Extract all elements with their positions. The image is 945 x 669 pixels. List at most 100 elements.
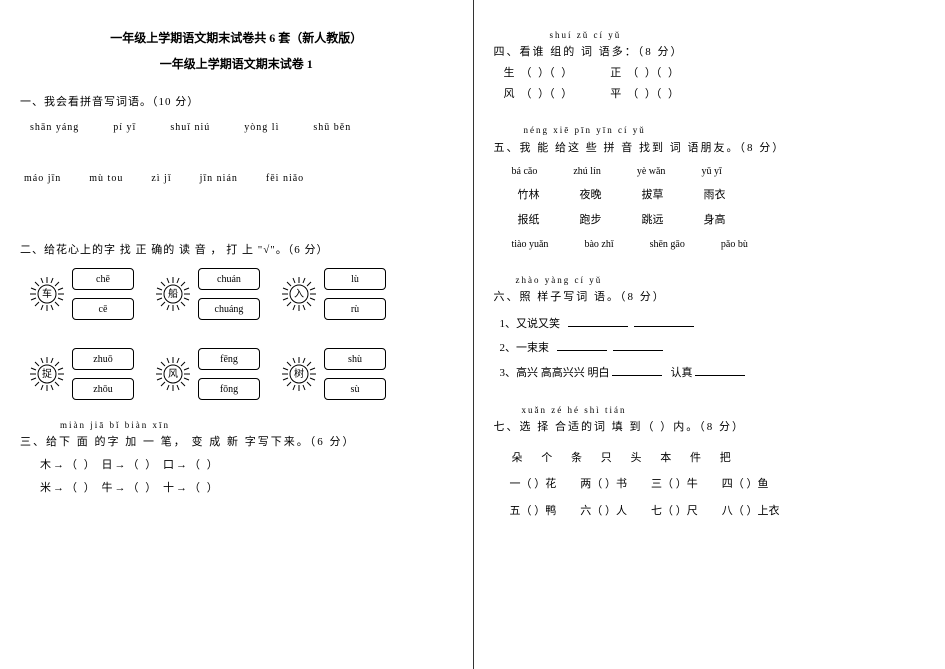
left-column: 一年级上学期语文期末试卷共 6 套（新人教版） 一年级上学期语文期末试卷 1 一… <box>0 0 473 669</box>
q2-grid: 车 chē cē 船 chuán chuáng 入 <box>30 268 453 400</box>
q7-bank: 朵 个 条 只 头 本 件 把 <box>512 449 926 468</box>
right-column: shuí zǔ cí yǔ 四、看谁 组的 词 语多：（8 分） 生 （ ）（ … <box>473 0 945 669</box>
q5-w1-0: 竹林 <box>518 186 540 205</box>
q7-row1: 一（ ）花 两（ ）书 三（ ）牛 四（ ）鱼 <box>510 475 926 494</box>
q5-w2-0: 报纸 <box>518 211 540 230</box>
q1-r2-3: jīn nián <box>200 170 238 187</box>
page-title-1: 一年级上学期语文期末试卷共 6 套（新人教版） <box>20 28 453 48</box>
q1-title: 一、我会看拼音写词语。（10 分） <box>20 93 453 112</box>
q2-cell-0: 车 chē cē <box>30 268 134 320</box>
q1-r2-0: máo jīn <box>24 170 61 187</box>
q5-w2-3: 身高 <box>704 211 726 230</box>
q7-i2-3: 八（ ）上衣 <box>722 502 780 521</box>
q2-char-5: 树 <box>294 366 304 383</box>
q5-w1-2: 拔草 <box>642 186 664 205</box>
q7-row2: 五（ ）鸭 六（ ）人 七（ ）尺 八（ ）上衣 <box>510 502 926 521</box>
q5-p2-2: shēn gāo <box>650 236 685 253</box>
q5-p1: bá cǎo zhú lín yè wǎn yǔ yī <box>512 163 926 180</box>
q5-p2-3: pǎo bù <box>721 236 748 253</box>
q2-cell-5: 树 shù sù <box>282 348 386 400</box>
q6-l2-pre: 2、一束束 <box>500 342 550 354</box>
q7-ruby: xuǎn zé hé shì tián <box>522 403 926 418</box>
q2-char-2: 入 <box>294 286 304 303</box>
q1-pinyin-row2: máo jīn mù tou zì jǐ jīn nián fēi niǎo <box>24 170 453 187</box>
q1-r2-4: fēi niǎo <box>266 170 304 187</box>
q5-p2: tiào yuǎn bào zhǐ shēn gāo pǎo bù <box>512 236 926 253</box>
q5-w1-3: 雨衣 <box>704 186 726 205</box>
q2-opt-4a: fēng <box>198 348 260 370</box>
q2-sun-0: 车 <box>30 277 64 311</box>
q3-title: 三、给下 面 的字 加 一 笔， 变 成 新 字写下来。（6 分） <box>20 433 453 452</box>
q5-w2-2: 跳远 <box>642 211 664 230</box>
q2-char-0: 车 <box>42 286 52 303</box>
q2-opt-4b: fōng <box>198 378 260 400</box>
q6-l3-mid: 认真 <box>671 367 693 379</box>
q5-p2-1: bào zhǐ <box>584 236 613 253</box>
q2-char-4: 风 <box>168 366 178 383</box>
q2-opt-2b: rù <box>324 298 386 320</box>
q7-title: 七、选 择 合适的词 填 到（ ）内。（8 分） <box>494 418 926 437</box>
q2-opt-0b: cē <box>72 298 134 320</box>
q2-opt-2a: lù <box>324 268 386 290</box>
q4-title: 四、看谁 组的 词 语多：（8 分） <box>494 43 926 62</box>
q5-p2-0: tiào yuǎn <box>512 236 549 253</box>
q4-r0-c0: 生 <box>504 64 515 83</box>
q7-i1-3: 四（ ）鱼 <box>722 475 769 494</box>
page-title-2: 一年级上学期语文期末试卷 1 <box>20 54 453 74</box>
q2-title: 二、给花心上的字 找 正 确的 读 音 ， 打 上 "√"。（6 分） <box>20 241 453 260</box>
q2-opt-1b: chuáng <box>198 298 260 320</box>
q7-i1-0: 一（ ）花 <box>510 475 557 494</box>
q2-cell-1: 船 chuán chuáng <box>156 268 260 320</box>
q2-sun-2: 入 <box>282 277 316 311</box>
q4-ruby: shuí zǔ cí yǔ <box>550 28 926 43</box>
q5-title: 五、我 能 给这 些 拼 音 找到 词 语朋友。（8 分） <box>494 139 926 158</box>
q2-char-1: 船 <box>168 286 178 303</box>
q6-ruby: zhào yàng cí yǔ <box>516 273 926 288</box>
q2-opt-5b: sù <box>324 378 386 400</box>
q1-r1-1: pí yī <box>113 119 136 136</box>
q4-r0-c1: 正 <box>610 64 621 83</box>
q5-p1-0: bá cǎo <box>512 163 538 180</box>
q2-sun-5: 树 <box>282 357 316 391</box>
q4-r1-c1: 平 <box>610 85 621 104</box>
q1-r2-1: mù tou <box>89 170 123 187</box>
q2-char-3: 捉 <box>42 366 52 383</box>
q2-cell-3: 捉 zhuō zhōu <box>30 348 134 400</box>
q4-r1-c0: 风 <box>504 85 515 104</box>
q5-w1-1: 夜晚 <box>580 186 602 205</box>
q5-ruby: néng xiē pīn yīn cí yǔ <box>524 123 926 138</box>
q5-w2-1: 跑步 <box>580 211 602 230</box>
q6-l2: 2、一束束 <box>500 339 926 358</box>
q6-l3-pre: 3、高兴 高高兴兴 明白 <box>500 367 610 379</box>
q2-cell-4: 风 fēng fōng <box>156 348 260 400</box>
q7-i2-1: 六（ ）人 <box>580 502 627 521</box>
q2-cell-2: 入 lù rù <box>282 268 386 320</box>
q2-sun-3: 捉 <box>30 357 64 391</box>
q4-row-0: 生 （ ）（ ） 正 （ ）（ ） <box>504 64 926 83</box>
q7-i1-2: 三（ ）牛 <box>651 475 698 494</box>
q2-opt-3b: zhōu <box>72 378 134 400</box>
q2-opt-3a: zhuō <box>72 348 134 370</box>
q3-ruby: miàn jiā bǐ biàn xīn <box>60 418 453 433</box>
q1-pinyin-row1: shān yáng pí yī shuǐ niú yòng lì shū běn <box>30 119 453 136</box>
q6-l3: 3、高兴 高高兴兴 明白 认真 <box>500 364 926 383</box>
q5-p1-2: yè wǎn <box>637 163 666 180</box>
q5-w2: 报纸 跑步 跳远 身高 <box>518 211 926 230</box>
q3-row-1: 米→（ ） 牛→（ ） 十→（ ） <box>40 479 453 498</box>
q2-opt-0a: chē <box>72 268 134 290</box>
q2-sun-1: 船 <box>156 277 190 311</box>
q7-i2-2: 七（ ）尺 <box>651 502 698 521</box>
q1-r1-3: yòng lì <box>244 119 279 136</box>
q3-row-0: 木→（ ） 日→（ ） 口→（ ） <box>40 456 453 475</box>
q6-l1: 1、又说又笑 <box>500 315 926 334</box>
q2-sun-4: 风 <box>156 357 190 391</box>
q5-w1: 竹林 夜晚 拔草 雨衣 <box>518 186 926 205</box>
q1-r2-2: zì jǐ <box>151 170 171 187</box>
q7-i1-1: 两（ ）书 <box>580 475 627 494</box>
q1-r1-4: shū běn <box>313 119 351 136</box>
q2-opt-5a: shù <box>324 348 386 370</box>
q6-title: 六、照 样子写词 语。（8 分） <box>494 288 926 307</box>
q7-i2-0: 五（ ）鸭 <box>510 502 557 521</box>
q4-row-1: 风 （ ）（ ） 平 （ ）（ ） <box>504 85 926 104</box>
q2-opt-1a: chuán <box>198 268 260 290</box>
